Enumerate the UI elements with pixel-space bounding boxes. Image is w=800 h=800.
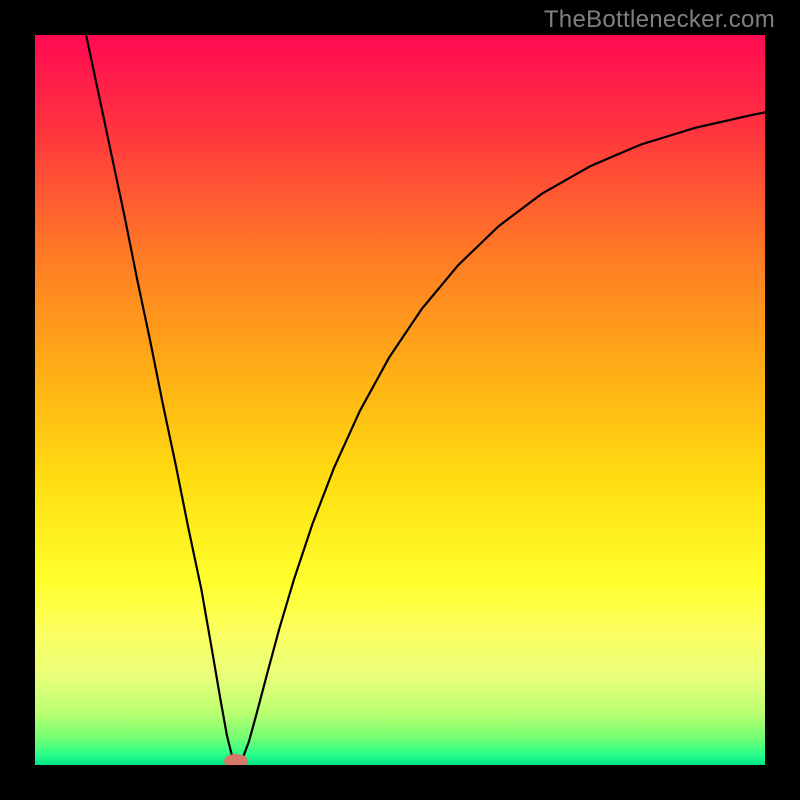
curve-path (86, 35, 765, 764)
optimum-marker (224, 754, 248, 765)
bottleneck-curve (35, 35, 765, 765)
watermark-text: TheBottlenecker.com (544, 6, 775, 34)
plot-area (35, 35, 765, 765)
